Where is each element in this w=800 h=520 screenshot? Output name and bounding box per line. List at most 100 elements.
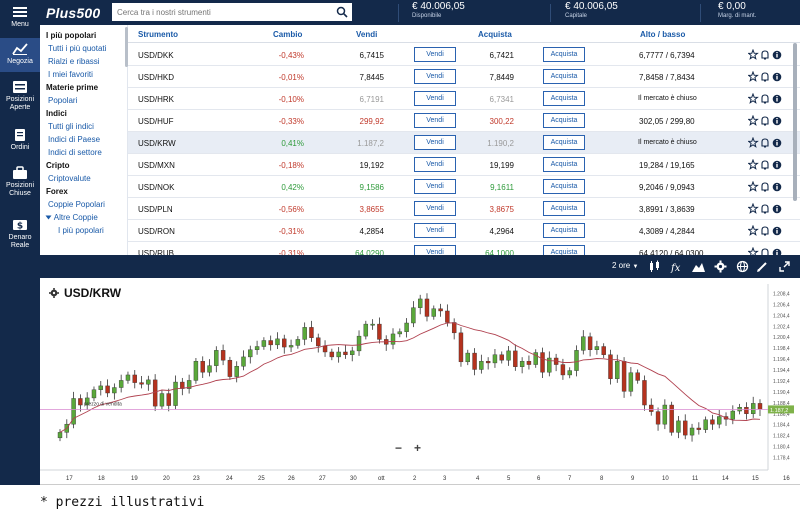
buy-button[interactable]: Acquista (543, 135, 585, 150)
timeframe-select[interactable]: 2 ore ▼ (612, 261, 638, 270)
nav-item[interactable]: I miei favoriti (48, 70, 93, 79)
buy-button[interactable]: Acquista (543, 157, 585, 172)
search-icon[interactable] (336, 6, 348, 18)
x-tick-label: 10 (662, 476, 669, 482)
y-tick-label: 1.198,4 (773, 346, 790, 352)
nav-item[interactable]: Coppie Popolari (48, 200, 105, 209)
nav-item[interactable]: Criptovalute (48, 174, 91, 183)
sell-button[interactable]: Vendi (414, 179, 456, 194)
buy-button[interactable]: Acquista (543, 179, 585, 194)
candle-body (390, 333, 396, 345)
candlestick-chart[interactable]: 1.208,4 1.206,4 1.204,4 1.202,4 1.200,4 1.198… (40, 278, 800, 485)
candle-body (166, 393, 171, 406)
buy-price: 6,7341 (489, 95, 514, 104)
instrument-table: Strumento Cambio Vendi Acquista Alto / b… (128, 25, 800, 255)
rail-item-posizioni-chiuse[interactable]: Posizioni Chiuse (0, 166, 40, 198)
candle-body (288, 345, 294, 348)
gear-icon[interactable] (714, 260, 727, 273)
col-vendi[interactable]: Vendi (356, 30, 378, 39)
sell-button[interactable]: Vendi (414, 47, 456, 62)
buy-button[interactable]: Acquista (543, 201, 585, 216)
y-tick-label: 1.192,4 (773, 379, 790, 385)
table-row[interactable]: USD/HUF -0,33% 299,92 Vendi 300,22 Acquista 30… (128, 110, 800, 132)
y-tick-label: 1.208,4 (773, 291, 790, 297)
buy-button[interactable]: Acquista (543, 223, 585, 238)
table-row[interactable]: USD/HKD -0,01% 7,8445 Vendi 7,8449 Acquista 7,… (128, 66, 800, 88)
candle-body (567, 370, 572, 376)
candle-body (574, 350, 579, 371)
nav-item[interactable]: Popolari (48, 96, 78, 105)
rail-item-posizioni-aperte[interactable]: Posizioni Aperte (0, 80, 40, 112)
star-icon (748, 225, 759, 236)
sell-button[interactable]: Vendi (414, 201, 456, 216)
hamburger-icon (13, 7, 27, 17)
candle-body (703, 419, 708, 430)
rail-item-negozia[interactable]: Negozia (0, 38, 40, 72)
table-row[interactable]: USD/MXN -0,18% 19,192 Vendi 19,199 Acquista 19… (128, 154, 800, 176)
col-strumento[interactable]: Strumento (138, 30, 178, 39)
sell-button[interactable]: Vendi (414, 245, 456, 255)
table-row[interactable]: USD/HRK -0,10% 6,7191 Vendi 6,7341 Acquista Il… (128, 88, 800, 110)
buy-button[interactable]: Acquista (543, 245, 585, 255)
nav-subitem[interactable]: I più popolari (58, 226, 104, 235)
nav-item[interactable]: Indici di settore (48, 148, 102, 157)
bell-icon (761, 116, 769, 126)
buy-button[interactable]: Acquista (543, 91, 585, 106)
fullscreen-icon[interactable] (778, 260, 791, 273)
table-row[interactable]: USD/DKK -0,43% 6,7415 Vendi 6,7421 Acquista 6,… (128, 44, 800, 66)
indicator-fx-icon[interactable]: fx (670, 260, 683, 273)
nav-item-expandable[interactable]: Altre Coppie (40, 211, 127, 224)
sell-button[interactable]: Vendi (414, 223, 456, 238)
globe-icon[interactable] (736, 260, 749, 273)
high-low: 302,05 / 299,80 (639, 117, 695, 126)
nav-item[interactable]: Indici di Paese (48, 135, 101, 144)
instrument-symbol: USD/RUB (138, 249, 175, 255)
table-row[interactable]: USD/RUB -0,31% 64,0290 Vendi 64,1000 Acquista… (128, 242, 800, 255)
zoom-in-button[interactable]: + (414, 441, 422, 455)
sell-button[interactable]: Vendi (414, 69, 456, 84)
col-acquista[interactable]: Acquista (478, 30, 512, 39)
candle-body (125, 374, 131, 381)
change-percent: -0,01% (278, 73, 304, 82)
col-alto-basso[interactable]: Alto / basso (640, 30, 686, 39)
nav-scrollbar[interactable] (125, 27, 128, 67)
chart-settings-icon[interactable] (49, 288, 59, 298)
bell-icon (761, 182, 769, 192)
nav-item[interactable]: Tutti gli indici (48, 122, 94, 131)
col-cambio[interactable]: Cambio (273, 30, 303, 39)
mountain-chart-icon[interactable] (692, 260, 705, 273)
table-row[interactable]: USD/RON -0,31% 4,2854 Vendi 4,2964 Acquista 4,… (128, 220, 800, 242)
candle-body (757, 403, 763, 410)
nav-item[interactable]: Tutti i più quotati (48, 44, 107, 53)
search-input[interactable] (112, 3, 352, 21)
x-tick-label: 14 (722, 476, 729, 482)
zoom-out-button[interactable]: − (395, 441, 403, 455)
sell-button[interactable]: Vendi (414, 135, 456, 150)
candle-body (350, 350, 355, 355)
buy-button[interactable]: Acquista (543, 47, 585, 62)
draw-pencil-icon[interactable] (756, 260, 769, 273)
table-row[interactable]: USD/KRW 0,41% 1.187,2 Vendi 1.190,2 Acquista I… (128, 132, 800, 154)
buy-price: 7,8449 (489, 73, 514, 82)
menu-button[interactable]: Menu (0, 5, 40, 29)
sell-price: 1.187,2 (357, 139, 384, 148)
candle-body (404, 322, 409, 332)
sell-button[interactable]: Vendi (414, 91, 456, 106)
buy-button[interactable]: Acquista (543, 69, 585, 84)
change-percent: -0,10% (278, 95, 304, 104)
candle-body (227, 359, 233, 377)
sell-button[interactable]: Vendi (414, 113, 456, 128)
row-actions (748, 225, 782, 236)
buy-price: 64,1000 (485, 249, 514, 255)
sell-button[interactable]: Vendi (414, 157, 456, 172)
margin-value: € 0,00 (718, 1, 746, 12)
table-row[interactable]: USD/PLN -0,56% 3,8655 Vendi 3,8675 Acquista 3,… (128, 198, 800, 220)
buy-button[interactable]: Acquista (543, 113, 585, 128)
table-scrollbar[interactable] (793, 43, 797, 201)
rail-item-denaro-reale[interactable]: $ Denaro Reale (0, 218, 40, 250)
candle-body (214, 350, 219, 366)
nav-item[interactable]: Rialzi e ribassi (48, 57, 100, 66)
table-row[interactable]: USD/NOK 0,42% 9,1586 Vendi 9,1611 Acquista 9,2… (128, 176, 800, 198)
candles-icon[interactable] (648, 260, 661, 273)
rail-item-ordini[interactable]: Ordini (0, 128, 40, 152)
